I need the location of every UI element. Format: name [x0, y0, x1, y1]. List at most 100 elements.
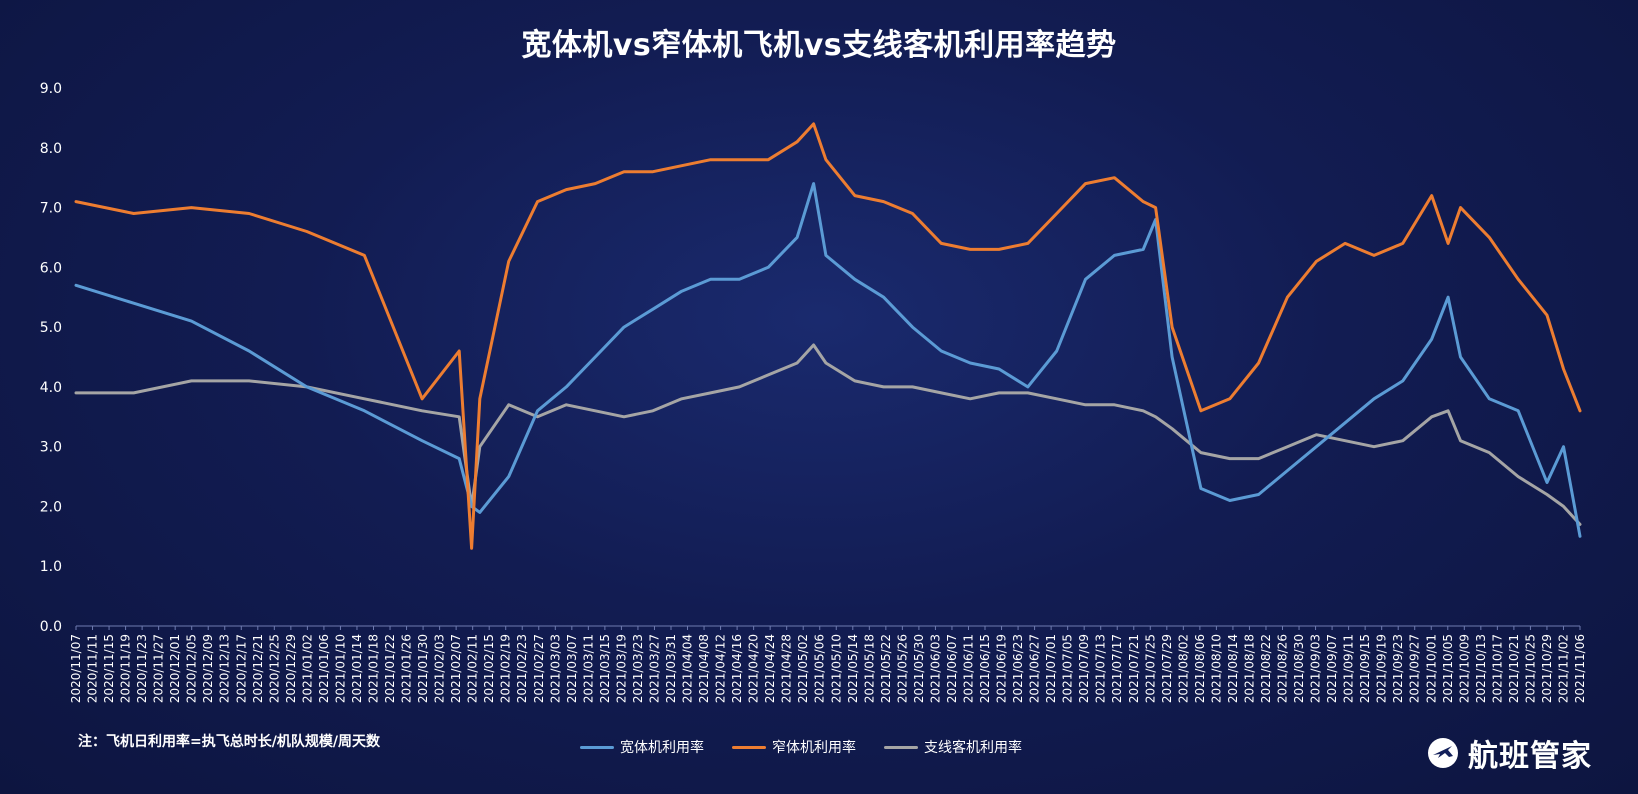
- x-tick-label: 2021/06/07: [945, 634, 959, 703]
- y-tick-label: 5.0: [40, 320, 62, 336]
- series-line-narrow: [74, 122, 1582, 550]
- x-tick-label: 2021/01/02: [300, 634, 314, 703]
- x-tick-label: 2020/12/17: [234, 634, 248, 703]
- x-tick-label: 2021/04/16: [730, 634, 744, 703]
- series-line-regional: [74, 343, 1582, 526]
- legend-item-wide[interactable]: 宽体机利用率: [580, 737, 704, 757]
- legend-swatch-wide: [580, 745, 614, 749]
- series-lines: [74, 122, 1582, 550]
- x-tick-label: 2021/08/22: [1259, 634, 1273, 703]
- x-tick-label: 2020/12/29: [284, 634, 298, 703]
- x-tick-label: 2021/10/25: [1523, 634, 1537, 703]
- x-tick-label: 2021/10/29: [1540, 634, 1554, 703]
- y-tick-label: 7.0: [40, 201, 62, 217]
- x-tick-label: 2021/07/05: [1061, 634, 1075, 703]
- x-tick-label: 2021/05/06: [813, 634, 827, 703]
- legend-item-narrow[interactable]: 窄体机利用率: [732, 737, 856, 757]
- x-tick-label: 2020/12/25: [267, 634, 281, 703]
- x-tick-label: 2021/02/11: [466, 634, 480, 703]
- x-tick-label: 2021/08/14: [1226, 634, 1240, 703]
- x-tick-label: 2021/09/15: [1358, 634, 1372, 703]
- x-tick-label: 2021/08/30: [1292, 634, 1306, 703]
- x-tick-label: 2021/07/25: [1143, 634, 1157, 703]
- x-tick-label: 2021/04/28: [780, 634, 794, 703]
- x-tick-label: 2021/01/06: [317, 634, 331, 703]
- x-tick-label: 2021/10/09: [1457, 634, 1471, 703]
- x-tick-label: 2021/09/23: [1391, 634, 1405, 703]
- x-tick-label: 2021/06/15: [978, 634, 992, 703]
- x-tick-label: 2021/03/07: [565, 634, 579, 703]
- x-tick-label: 2021/02/23: [515, 634, 529, 703]
- x-tick-label: 2021/07/01: [1044, 634, 1058, 703]
- x-tick-label: 2021/04/24: [763, 634, 777, 703]
- x-tick-label: 2020/11/19: [119, 634, 133, 703]
- x-tick-label: 2021/11/06: [1573, 634, 1587, 703]
- y-tick-label: 8.0: [40, 141, 62, 157]
- legend-label-narrow: 窄体机利用率: [772, 740, 856, 756]
- x-tick-label: 2021/07/13: [1094, 634, 1108, 703]
- x-tick-label: 2020/11/07: [69, 634, 83, 703]
- x-tick-label: 2021/03/19: [614, 634, 628, 703]
- x-tick-label: 2021/03/27: [647, 634, 661, 703]
- chart-title: 宽体机vs窄体机飞机vs支线客机利用率趋势: [521, 28, 1117, 63]
- y-tick-label: 9.0: [40, 81, 62, 97]
- x-tick-label: 2021/03/11: [581, 634, 595, 703]
- y-tick-label: 2.0: [40, 499, 62, 515]
- x-tick-label: 2021/09/19: [1375, 634, 1389, 703]
- x-tick-label: 2021/01/18: [366, 634, 380, 703]
- x-tick-label: 2021/05/30: [912, 634, 926, 703]
- x-tick-label: 2021/04/08: [697, 634, 711, 703]
- chart-note: 注：飞机日利用率=执飞总时长/机队规模/周天数: [78, 734, 380, 750]
- x-tick-label: 2021/07/21: [1127, 634, 1141, 703]
- x-tick-label: 2020/12/21: [251, 634, 265, 703]
- x-tick-label: 2021/01/30: [416, 634, 430, 703]
- x-tick-label: 2021/05/22: [879, 634, 893, 703]
- x-tick-label: 2021/07/09: [1077, 634, 1091, 703]
- airplane-circle-logo-icon: [1428, 738, 1458, 768]
- x-tick-label: 2020/12/09: [201, 634, 215, 703]
- series-line-wide: [74, 182, 1582, 538]
- y-tick-label: 4.0: [40, 380, 62, 396]
- x-tick-label: 2021/06/11: [961, 634, 975, 703]
- x-tick-label: 2020/11/27: [152, 634, 166, 703]
- x-tick-label: 2021/10/05: [1441, 634, 1455, 703]
- x-tick-label: 2021/08/02: [1176, 634, 1190, 703]
- axes: 0.0 1.0 2.0 3.0 4.0 5.0 6.0 7.0 8.0 9.0 2020/11/07…: [40, 81, 1587, 703]
- x-tick-label: 2021/02/07: [449, 634, 463, 703]
- y-tick-label: 0.0: [40, 619, 62, 635]
- x-tick-label: 2021/06/03: [928, 634, 942, 703]
- y-tick-label: 6.0: [40, 260, 62, 276]
- x-tick-label: 2020/12/05: [185, 634, 199, 703]
- x-tick-label: 2021/03/31: [664, 634, 678, 703]
- x-tick-label: 2021/07/17: [1110, 634, 1124, 703]
- x-tick-label: 2021/05/02: [796, 634, 810, 703]
- x-tick-label: 2021/05/26: [895, 634, 909, 703]
- legend-item-regional[interactable]: 支线客机利用率: [884, 737, 1022, 757]
- x-tick-label: 2021/01/22: [383, 634, 397, 703]
- legend: 宽体机利用率 窄体机利用率 支线客机利用率: [580, 737, 1022, 757]
- x-tick-label: 2021/09/07: [1325, 634, 1339, 703]
- x-tick-label: 2021/08/06: [1193, 634, 1207, 703]
- x-tick-label: 2020/12/13: [218, 634, 232, 703]
- x-tick-label: 2021/07/29: [1160, 634, 1174, 703]
- x-tick-label: 2021/02/27: [532, 634, 546, 703]
- brand-name: 航班管家: [1468, 739, 1592, 774]
- x-tick-label: 2021/10/13: [1474, 634, 1488, 703]
- x-tick-label: 2021/06/23: [1011, 634, 1025, 703]
- x-tick-label: 2021/04/04: [681, 634, 695, 703]
- x-tick-label: 2021/05/18: [862, 634, 876, 703]
- x-tick-label: 2020/12/01: [168, 634, 182, 703]
- x-tick-label: 2021/09/27: [1408, 634, 1422, 703]
- x-tick-label: 2021/06/19: [995, 634, 1009, 703]
- x-tick-label: 2021/10/01: [1424, 634, 1438, 703]
- legend-label-regional: 支线客机利用率: [924, 740, 1022, 756]
- x-tick-label: 2021/10/21: [1507, 634, 1521, 703]
- x-tick-label: 2021/04/20: [747, 634, 761, 703]
- legend-label-wide: 宽体机利用率: [620, 740, 704, 756]
- x-tick-label: 2020/11/15: [102, 634, 116, 703]
- x-tick-label: 2021/01/26: [400, 634, 414, 703]
- y-tick-label: 1.0: [40, 559, 62, 575]
- x-tick-label: 2020/11/11: [86, 634, 100, 703]
- brand-logo: 航班管家: [1426, 731, 1592, 775]
